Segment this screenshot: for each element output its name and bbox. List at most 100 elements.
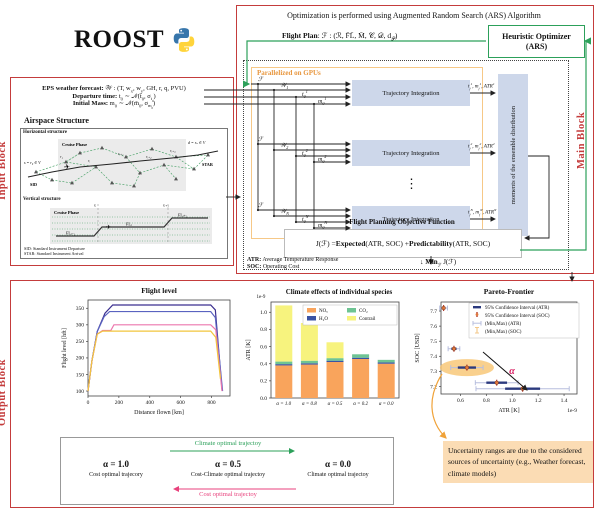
svg-text:7.3: 7.3 xyxy=(430,369,437,375)
horizontal-structure-diagram: Cruise Phase ✈ r₁ rᵢ rᵢ₊₁ rᵢ₊₂ rᵢ₊₃ s = … xyxy=(24,139,219,191)
legend-swatch-H2O xyxy=(307,316,316,321)
bar-segment-NOx xyxy=(326,362,344,398)
optimizer-line1: Heuristic Optimizer xyxy=(502,31,571,41)
alpha-0-desc: Climate optimal trajectoy xyxy=(307,472,369,478)
row3-f-label: ℱ xyxy=(258,203,263,209)
rtick-ri: rᵢ xyxy=(94,203,97,208)
bar-segment-CO2 xyxy=(326,358,344,361)
svg-text:0: 0 xyxy=(87,400,90,406)
svg-text:α = 1.0: α = 1.0 xyxy=(276,402,291,407)
destination-node-label: d = rₙ ∈ V xyxy=(188,140,206,145)
python-icon xyxy=(173,28,195,52)
row2-t-label: t02 xyxy=(302,148,308,159)
waypoint-label-ri: rᵢ xyxy=(88,159,91,163)
bar-segment-H2O xyxy=(326,360,344,362)
line-chart-svg: 100 150 200 250 300 350 0 200 400 600 800 Flight le… xyxy=(61,286,231,416)
row1-w-label: 𝒲1 xyxy=(280,83,289,91)
row1-t-label: t01 xyxy=(302,88,308,99)
alpha-column-3: α = 0.0 Climate optimal trajectoy xyxy=(286,459,390,478)
main-block-label: Main Block xyxy=(576,111,587,169)
star-label: STAR xyxy=(202,162,214,167)
roost-logo: ROOST xyxy=(74,26,197,54)
main-block-title: Optimization is performed using Augmente… xyxy=(287,11,541,20)
fl-label-1: FLᵢ₋₁ xyxy=(66,231,76,236)
data-point-2 xyxy=(464,365,469,370)
fl-label-3: FLᵢ₊₁ xyxy=(178,213,188,218)
waypoint-label-ri2: rᵢ₊₂ xyxy=(146,155,152,159)
row2-output-label: tf2, mf2, ATR2 xyxy=(468,142,495,151)
vertical-structure-diagram: Cruise Phase rᵢ rᵢ₊₁ FLᵢ₋₁ FLᵢ FLᵢ₊₁ ✈ xyxy=(50,203,212,244)
horizontal-structure-label: Horizontal structure xyxy=(23,130,67,135)
soc-footnote: SOC: Operating Cost xyxy=(247,263,300,270)
source-node-label: s = r₀ ∈ V xyxy=(24,160,41,165)
svg-text:7.5: 7.5 xyxy=(430,339,437,345)
output-block-box xyxy=(10,280,594,508)
waypoint-label-r1: r₁ xyxy=(60,155,64,159)
fl-label-2: FLᵢ xyxy=(126,222,132,227)
rtick-ri1: rᵢ₊₁ xyxy=(163,203,169,208)
route-line xyxy=(27,150,219,178)
bar-chart-svg: 0.0 0.2 0.4 0.6 0.8 1.0 α = 1.0 α = 0.8 α = 0.5 α… xyxy=(246,288,400,407)
row3-w-label: 𝒲N xyxy=(280,209,290,217)
airway-network-edges xyxy=(35,147,209,187)
row2-m-label: m02 xyxy=(318,154,327,165)
svg-text:NOₓ: NOₓ xyxy=(319,309,328,314)
legend-swatch-Contrail xyxy=(347,316,356,321)
sid-label: SID xyxy=(30,182,37,187)
objective-function-title: Flight Planning Objective Function xyxy=(349,218,455,226)
alpha-direction-arrow xyxy=(482,351,528,391)
svg-text:7.6: 7.6 xyxy=(430,324,437,330)
svg-text:Climate effects of individual: Climate effects of individual species xyxy=(286,288,393,296)
bar-segment-CO2 xyxy=(275,361,293,365)
row2-f-label: ℱ xyxy=(258,137,263,143)
input-block-box xyxy=(10,77,234,266)
svg-text:0.4: 0.4 xyxy=(260,362,267,368)
cruise-phase-region-v xyxy=(50,208,212,244)
bar-segment-CO2 xyxy=(300,360,318,364)
data-point-0 xyxy=(441,305,446,311)
alpha-0-value: α = 0.0 xyxy=(325,459,351,469)
alpha-05-desc: Cost-Climate optimal trajectoy xyxy=(190,472,266,478)
series-alpha-1.0 xyxy=(87,304,223,392)
flight-plan-label: Flight Plan: ℱ : (ℛ, F̄L̄, M̄, 𝒞, 𝒟, d𝒫) xyxy=(282,31,398,43)
svg-text:400: 400 xyxy=(146,400,155,406)
svg-text:0.0: 0.0 xyxy=(260,396,267,402)
roost-logo-text: ROOST xyxy=(74,26,165,53)
gpu-parallel-label: Parallelized on GPUs xyxy=(257,69,321,77)
svg-text:7.4: 7.4 xyxy=(430,354,437,360)
svg-text:H₂O: H₂O xyxy=(319,317,328,322)
vertical-profile-line xyxy=(56,217,208,237)
flight-level-chart: 100 150 200 250 300 350 0 200 400 600 800 Flight le… xyxy=(58,284,238,429)
pareto-frontier-chart: 7.2 7.3 7.4 7.5 7.6 7.7 0.6 0.8 1.0 1.2 1.4 Pareto-… xyxy=(413,284,587,429)
svg-text:100: 100 xyxy=(76,389,85,395)
bar-segment-Contrail xyxy=(326,342,344,359)
svg-text:1.2: 1.2 xyxy=(535,398,542,404)
svg-text:α = 0.0: α = 0.0 xyxy=(379,402,394,407)
objective-function-box: J(ℱ) = Expected (ATR, SOC) + Predictabil… xyxy=(284,229,522,258)
waypoint-verticals xyxy=(97,204,169,244)
bar-segment-Contrail xyxy=(300,323,318,361)
data-point-1 xyxy=(451,346,457,351)
initial-mass: Initial Mass: m0 ∼ 𝒩(m̄0, σm0) xyxy=(72,99,156,110)
alpha-1-desc: Cost optimal trajecory xyxy=(89,472,143,478)
svg-text:CO₂: CO₂ xyxy=(359,309,368,314)
trajectory-integration-1: Trajectory Integration xyxy=(352,80,470,106)
svg-text:Flight level: Flight level xyxy=(141,286,177,295)
row1-f-label: ℱ xyxy=(258,77,263,83)
svg-text:Distance flown [km]: Distance flown [km] xyxy=(134,409,184,416)
svg-text:ATR [K]: ATR [K] xyxy=(498,408,519,414)
plot-frame xyxy=(440,301,578,395)
svg-text:1e-9: 1e-9 xyxy=(567,408,577,414)
eps-weather-forecast: EPS weather forecast: 𝒲 : (T, wx, wy, GH… xyxy=(42,85,186,94)
series-alpha-0.0 xyxy=(87,330,222,392)
svg-text:Contrail: Contrail xyxy=(359,317,376,322)
svg-text:0.8: 0.8 xyxy=(260,327,267,333)
svg-text:300: 300 xyxy=(76,323,85,329)
waypoint-label-ri1: rᵢ₊₁ xyxy=(118,152,124,156)
bar-segment-NOx xyxy=(352,359,370,398)
svg-text:0.2: 0.2 xyxy=(260,379,267,385)
row1-m-label: m01 xyxy=(318,95,327,106)
waypoint-label-ri3: rᵢ₊₃ xyxy=(170,149,176,153)
series-alpha-0.8 xyxy=(87,310,224,392)
